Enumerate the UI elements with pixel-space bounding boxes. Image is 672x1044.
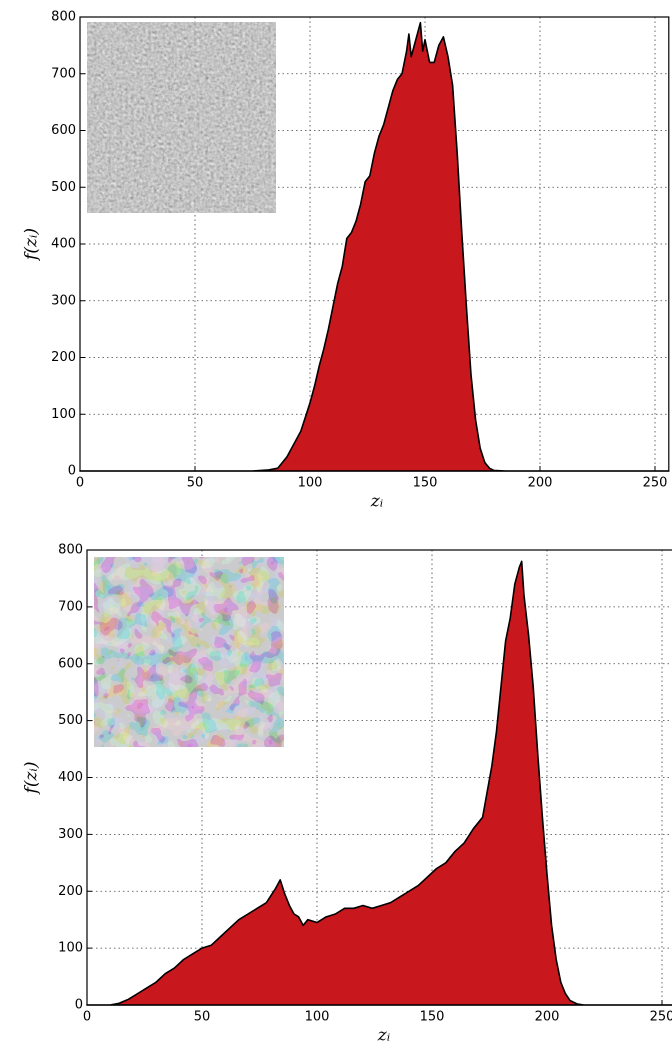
x-axis-label: zᵢ [377,1026,390,1044]
y-tick-label: 400 [58,770,83,785]
y-tick-label: 200 [58,884,83,899]
y-tick-label: 300 [58,827,83,842]
y-tick-label: 0 [68,464,76,479]
x-tick-label: 0 [76,476,84,491]
inset-image [94,557,284,747]
y-tick-label: 100 [58,941,83,956]
plot-frame [79,16,670,472]
x-tick-label: 0 [83,1010,91,1025]
x-tick-label: 150 [413,476,438,491]
x-tick-label: 150 [420,1010,445,1025]
y-tick-label: 500 [58,713,83,728]
x-tick-label: 200 [528,476,553,491]
x-tick-label: 100 [305,1010,330,1025]
y-tick-label: 600 [51,123,76,138]
x-tick-label: 100 [298,476,323,491]
y-tick-label: 400 [51,237,76,252]
x-axis-label: zᵢ [370,492,383,512]
x-tick-label: 250 [643,476,668,491]
plot-frame [86,549,672,1006]
y-axis-label: f(zᵢ) [22,228,42,262]
area [86,560,672,1006]
y-tick-label: 700 [51,66,76,81]
x-tick-label: 50 [194,1010,211,1025]
x-tick-label: 250 [650,1010,672,1025]
y-tick-label: 600 [58,656,83,671]
area [79,21,670,472]
y-tick-label: 700 [58,599,83,614]
y-tick-label: 100 [51,407,76,422]
x-tick-label: 200 [535,1010,560,1025]
y-tick-label: 500 [51,180,76,195]
x-tick-label: 50 [187,476,204,491]
y-tick-label: 800 [51,10,76,25]
y-axis-label: f(zᵢ) [22,762,42,796]
y-tick-label: 200 [51,350,76,365]
y-tick-label: 300 [51,293,76,308]
y-tick-label: 0 [75,998,83,1013]
y-tick-label: 800 [58,543,83,558]
inset-image [87,22,276,213]
